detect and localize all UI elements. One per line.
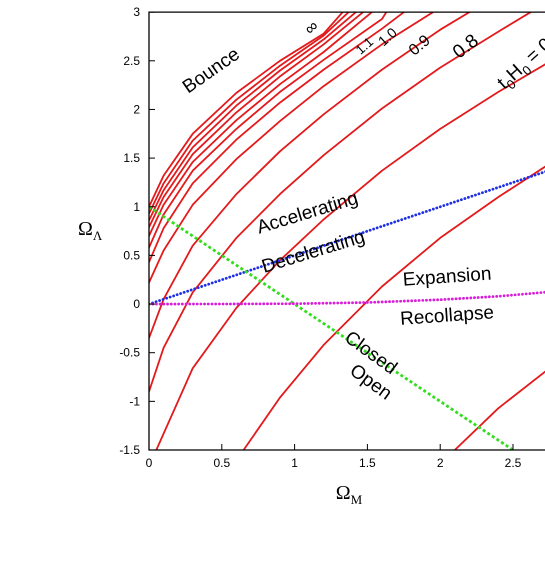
series-line-8 [149,12,434,284]
y-tick-label: 1.5 [123,151,140,165]
region-label: Decelerating [259,226,367,277]
y-axis-title: ΩΛ [78,218,103,243]
y-tick-label: 1 [133,200,140,214]
x-tick-label: 1 [291,456,298,470]
svg-text:ΩΛ: ΩΛ [78,218,103,243]
x-axis: 0 0.5 1 1.5 2 2.5 [146,444,522,470]
y-tick-label: 2 [133,102,140,116]
svg-text:ΩM: ΩM [336,482,363,507]
x-axis-title-main: Ω [336,482,351,504]
y-tick-label: 0.5 [123,248,140,262]
x-axis-title: ΩM [336,482,363,507]
region-label: Bounce [179,44,244,98]
plot-frame [148,11,545,451]
x-tick-label: 2 [437,456,444,470]
series-line-2 [149,12,350,215]
series-line-16 [149,290,545,306]
region-label: Recollapse [399,302,494,330]
series-line-12 [242,165,545,450]
y-tick-label: -1 [129,394,140,408]
y-axis: 3 2.5 2 1.5 1 0.5 0 -0.5 -1 -1.5 [119,5,155,457]
series-line-6 [149,12,388,249]
y-axis-title-main: Ω [78,218,93,240]
y-tick-label: 0 [133,297,140,311]
series-line-5 [149,12,373,237]
series-line-10 [149,12,532,393]
region-label: Expansion [402,264,492,291]
series-line-1 [149,12,344,208]
series-line-15 [149,205,514,450]
series-line-13 [453,370,545,450]
age-contour-label-main: t0H0 = 0 [494,34,545,96]
y-tick-label: -0.5 [119,346,140,360]
y-tick-label: 2.5 [123,54,140,68]
age-contour-label: 1.0 [375,24,400,49]
x-tick-label: 0 [146,456,153,470]
y-tick-label: 3 [133,5,140,19]
series-line-9 [149,12,471,339]
y-axis-title-sub: Λ [93,228,103,243]
series-line-4 [149,12,364,229]
x-tick-label: 0.5 [213,456,230,470]
series-line-11 [155,63,545,450]
age-contour-label: ∞ [300,16,322,38]
x-axis-title-sub: M [351,492,363,507]
y-tick-label: -1.5 [119,443,140,457]
series-layer [149,12,545,450]
x-tick-label: 2.5 [505,456,522,470]
series-line-3 [149,12,357,222]
x-tick-label: 1.5 [359,456,376,470]
series-line-14 [149,170,545,306]
